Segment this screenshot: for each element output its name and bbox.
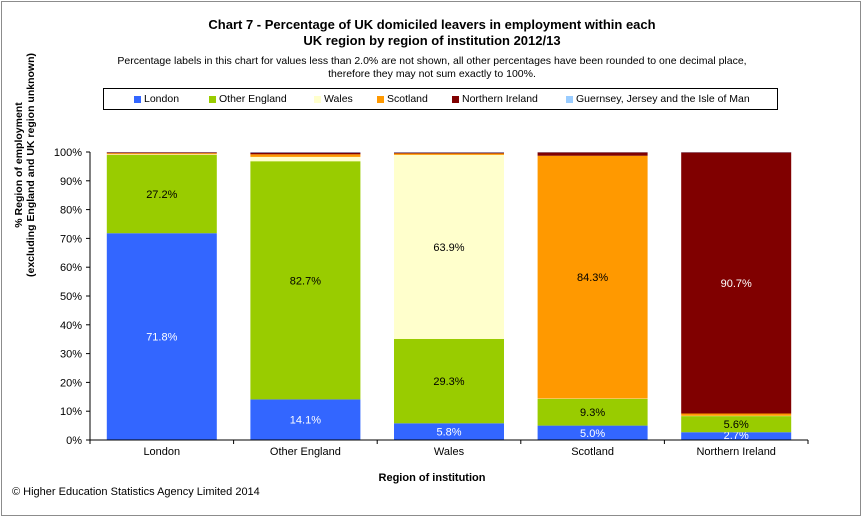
legend-swatch [377, 95, 384, 103]
legend-swatch [209, 95, 216, 103]
x-tick-label: Northern Ireland [696, 446, 776, 458]
legend-label: Other England [219, 93, 287, 105]
data-label: 82.7% [290, 275, 321, 287]
copyright-notice: © Higher Education Statistics Agency Lim… [12, 486, 260, 498]
bar-segment [106, 233, 217, 440]
bar-segment [250, 399, 361, 440]
data-label: 27.2% [146, 189, 177, 201]
chart-note-line1: Percentage labels in this chart for valu… [117, 55, 747, 67]
bar-segment [681, 413, 792, 416]
bar-segment [681, 432, 792, 440]
data-label: 29.3% [433, 376, 464, 388]
x-tick-label: London [143, 446, 180, 458]
bar-segment [250, 152, 361, 155]
chart-title-line1: Chart 7 - Percentage of UK domiciled lea… [208, 17, 656, 32]
bar-segment [106, 154, 217, 155]
y-tick-label: 100% [54, 147, 82, 159]
y-tick-label: 10% [60, 406, 82, 418]
data-label: 5.0% [580, 428, 605, 440]
y-tick-label: 90% [60, 176, 82, 188]
bar-segment [394, 338, 504, 424]
y-tick-label: 60% [60, 262, 82, 274]
data-label: 2.7% [724, 430, 749, 442]
legend-label: London [144, 93, 180, 105]
data-label: 5.6% [724, 419, 749, 431]
legend-label: Northern Ireland [462, 93, 538, 105]
data-label: 5.8% [436, 427, 461, 439]
y-tick-label: 30% [60, 349, 82, 361]
legend-swatch [452, 95, 459, 103]
legend-item: London [134, 93, 179, 105]
data-label: 71.8% [146, 332, 177, 344]
bar-segment [394, 152, 504, 154]
data-label: 14.1% [290, 415, 321, 427]
legend-label: Scotland [387, 93, 428, 105]
bar-segment [394, 154, 504, 339]
legend-item: Guernsey, Jersey and the Isle of Man [566, 93, 750, 105]
bar-segment [106, 153, 217, 155]
bar-segment [106, 152, 217, 154]
y-tick-label: 70% [60, 233, 82, 245]
bar-segment [537, 398, 648, 426]
data-label: 90.7% [721, 278, 752, 290]
chart-legend: London Other England Wales Scotland Northern… [103, 88, 778, 110]
legend-swatch [566, 95, 573, 103]
bar-segment [681, 416, 792, 433]
bar-segment [394, 153, 504, 155]
bar-segment [250, 154, 361, 157]
chart-note-line2: therefore they may not sum exactly to 10… [328, 68, 536, 80]
bar-segment [394, 152, 504, 153]
y-tick-label: 0% [66, 435, 82, 447]
legend-item: Scotland [377, 93, 428, 105]
x-tick-label: Other England [270, 446, 341, 458]
x-tick-label: Scotland [571, 446, 614, 458]
bar-segment [250, 161, 361, 400]
y-tick-label: 40% [60, 320, 82, 332]
legend-item: Other England [209, 93, 287, 105]
bar-segment [681, 152, 792, 414]
bar-segment [250, 152, 361, 153]
chart-title-line2: UK region by region of institution 2012/… [303, 33, 561, 48]
legend-label: Guernsey, Jersey and the Isle of Man [576, 93, 750, 105]
y-tick-label: 20% [60, 377, 82, 389]
x-axis-label: Region of institution [378, 472, 486, 484]
legend-item: Northern Ireland [452, 93, 538, 105]
y-tick-label: 50% [60, 291, 82, 303]
bar-segment [394, 423, 504, 440]
bar-segment [537, 425, 648, 440]
y-tick-label: 80% [60, 205, 82, 217]
bar-segment [106, 154, 217, 234]
legend-swatch [134, 95, 141, 103]
x-tick-label: Wales [434, 446, 465, 458]
legend-label: Wales [324, 93, 353, 105]
data-label: 9.3% [580, 407, 605, 419]
legend-swatch [314, 95, 321, 103]
legend-item: Wales [314, 93, 353, 105]
data-label: 63.9% [433, 242, 464, 254]
bar-segment [537, 152, 648, 156]
bar-segment [250, 156, 361, 162]
bar-segment [537, 155, 648, 399]
data-label: 84.3% [577, 272, 608, 284]
